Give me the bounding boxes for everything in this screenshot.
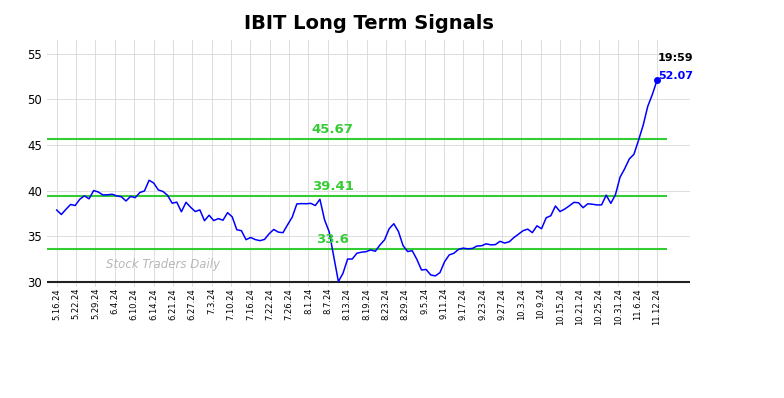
Text: 19:59: 19:59 (658, 53, 694, 63)
Text: 39.41: 39.41 (312, 180, 354, 193)
Text: Stock Traders Daily: Stock Traders Daily (106, 258, 220, 271)
Text: 52.07: 52.07 (658, 71, 693, 81)
Text: 45.67: 45.67 (312, 123, 354, 136)
Text: 33.6: 33.6 (317, 233, 350, 246)
Title: IBIT Long Term Signals: IBIT Long Term Signals (244, 14, 493, 33)
